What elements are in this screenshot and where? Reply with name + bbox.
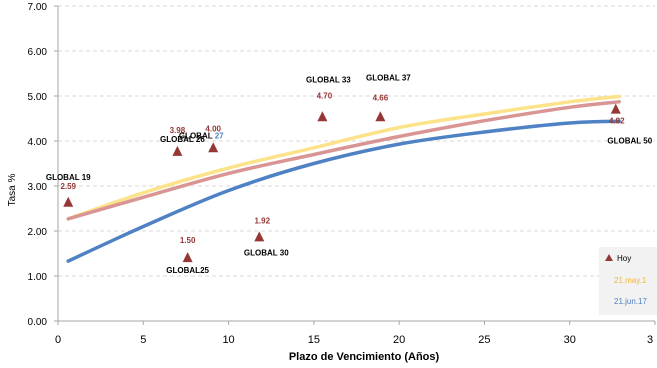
curve-series-3: [66, 119, 621, 263]
grid-layer: [58, 5, 655, 277]
data-point-marker: [610, 103, 621, 114]
y-tick-label: 7.00: [28, 2, 48, 13]
y-tick-label: 0.00: [28, 317, 48, 328]
data-point-value-label: 1.92: [254, 216, 270, 225]
axis-layer: 0.00 1.00 2.00 3.00 4.00 5.00 6.00 7.00 0 5 10 15 20…: [28, 2, 656, 346]
legend-label: Hoy: [617, 254, 631, 263]
data-point-name-label: GLOBAL25: [166, 266, 209, 275]
x-tick-label: 10: [222, 334, 234, 346]
curve-series-1: [66, 94, 621, 221]
x-tick-label: 30: [564, 334, 576, 346]
data-point-marker: [182, 252, 193, 263]
x-tick-label: 0: [55, 334, 61, 346]
data-point-value-label: 4.70: [317, 91, 333, 100]
y-tick-label: 6.00: [28, 47, 48, 58]
data-point-value-label: 4.66: [373, 93, 389, 102]
y-tick-label: 1.00: [28, 272, 48, 283]
data-point-name-label: GLOBAL 26: [160, 135, 205, 144]
data-point-value-label: 3.98: [170, 126, 186, 135]
data-point-marker: [375, 111, 386, 122]
legend-label: 21.jun.17: [614, 297, 647, 306]
data-point-name-label: GLOBAL 37: [366, 73, 411, 82]
data-point-value-label: 1.50: [180, 236, 196, 245]
data-point-value-label: 4.00: [205, 124, 221, 133]
legend-marker: [605, 254, 613, 261]
legend-label: 21.may.1: [614, 276, 647, 285]
curve-layer: [66, 94, 621, 263]
data-point-name-label: GLOBAL 19: [46, 173, 91, 182]
y-axis-title: Tasa %: [7, 173, 18, 206]
x-tick-label: 15: [308, 334, 320, 346]
x-axis-title: Plazo de Vencimiento (Años): [289, 351, 440, 363]
x-tick-label: 25: [478, 334, 490, 346]
data-point-marker: [63, 196, 74, 207]
x-tick-label: 20: [393, 334, 405, 346]
data-point-name-label: GLOBAL 27: [179, 131, 224, 140]
x-tick-label: 3: [647, 334, 653, 346]
y-tick-label: 2.00: [28, 227, 48, 238]
data-point-value-label: 2.59: [60, 182, 76, 191]
data-point-name-label: GLOBAL 50: [607, 137, 652, 146]
data-point-value-label: 4.82: [609, 117, 625, 126]
data-point-marker: [254, 231, 265, 242]
y-tick-label: 3.00: [28, 182, 48, 193]
data-point-marker: [172, 145, 183, 156]
data-point-marker: [208, 142, 219, 153]
data-point-name-label: GLOBAL 30: [244, 248, 289, 257]
y-tick-label: 4.00: [28, 137, 48, 148]
legend: Hoy 21.may.1 21.jun.17: [599, 247, 657, 315]
x-tick-label: 5: [140, 334, 146, 346]
data-point-marker: [317, 111, 328, 122]
data-point-name-label: GLOBAL 33: [306, 75, 351, 84]
curve-series-2: [66, 100, 621, 221]
y-tick-label: 5.00: [28, 92, 48, 103]
